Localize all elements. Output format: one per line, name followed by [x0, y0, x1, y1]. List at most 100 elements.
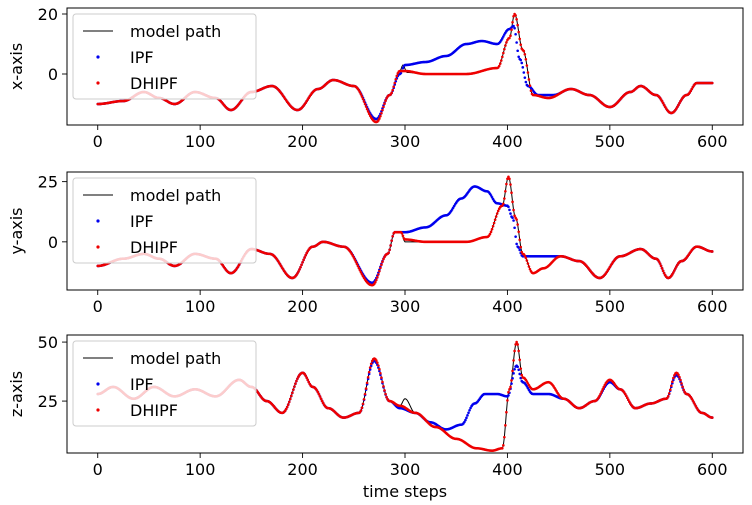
data-point [691, 399, 695, 402]
x-tick-label: 200 [287, 460, 318, 479]
data-point [505, 41, 508, 44]
data-point [509, 183, 512, 186]
data-point [680, 382, 683, 385]
data-point [658, 262, 662, 265]
x-tick-label: 100 [185, 132, 216, 151]
data-point [522, 49, 526, 53]
data-point [359, 409, 363, 412]
data-point [377, 364, 380, 367]
data-point [515, 340, 518, 344]
data-point [298, 268, 301, 271]
data-point [512, 372, 515, 375]
data-point [527, 78, 531, 81]
data-point [376, 276, 379, 279]
data-point [299, 265, 302, 269]
legend-label: IPF [130, 212, 154, 231]
x-tick-label: 0 [93, 297, 103, 316]
legend-handle [96, 55, 100, 59]
data-point [378, 269, 381, 273]
data-point [512, 24, 515, 28]
legend-label: model path [130, 22, 221, 41]
data-point [506, 177, 509, 181]
data-point [508, 36, 511, 40]
data-point [503, 435, 506, 439]
data-point [674, 267, 677, 270]
x-tick-label: 200 [287, 297, 318, 316]
data-point [380, 111, 383, 115]
legend-handle [96, 382, 100, 386]
data-point [464, 418, 467, 422]
data-point [513, 226, 516, 230]
data-point [385, 395, 388, 399]
data-point [514, 235, 517, 238]
data-point [375, 359, 378, 362]
data-point [361, 97, 365, 101]
data-point [626, 398, 630, 402]
data-point [529, 89, 533, 92]
data-point [672, 376, 675, 380]
data-point [501, 55, 504, 59]
data-point [381, 108, 384, 112]
data-point [362, 100, 366, 103]
data-point [601, 388, 604, 391]
data-point [517, 30, 520, 34]
data-point [367, 112, 371, 116]
data-point [354, 260, 358, 263]
x-tick-label: 300 [390, 460, 421, 479]
data-point [523, 254, 527, 258]
data-point [681, 385, 684, 388]
x-tick-label: 600 [697, 132, 728, 151]
data-point [491, 224, 495, 228]
x-tick-label: 300 [390, 297, 421, 316]
data-point [513, 214, 516, 218]
data-point [682, 388, 685, 391]
data-point [364, 387, 368, 390]
x-tick-label: 400 [492, 297, 523, 316]
data-point [374, 280, 377, 284]
subplot-z-axis: 0 100 200 300 400 500 600 25 50 z-axis time steps m… [7, 333, 744, 501]
y-axis-label: y-axis [7, 207, 26, 254]
data-point [286, 403, 290, 406]
data-point [525, 64, 529, 67]
data-point [518, 37, 522, 41]
data-point [508, 387, 511, 391]
data-point [375, 278, 378, 282]
data-point [657, 260, 661, 263]
data-point [492, 221, 496, 225]
data-point [525, 259, 529, 262]
data-point [465, 416, 468, 420]
data-point [302, 258, 305, 262]
data-point [662, 271, 666, 275]
legend-box [72, 340, 257, 427]
data-point [504, 424, 507, 427]
data-point [489, 230, 493, 234]
data-point [390, 91, 393, 95]
data-point [507, 205, 510, 209]
subplot-y-axis: 0 100 200 300 400 500 600 0 25 y-axis model path IP… [7, 171, 744, 316]
x-tick-label: 500 [595, 132, 626, 151]
data-point [514, 32, 517, 36]
data-point [367, 370, 371, 374]
data-point [524, 256, 528, 260]
data-point [296, 377, 299, 380]
data-point [671, 380, 674, 384]
data-point [497, 64, 501, 68]
data-point [660, 267, 664, 270]
legend-label: IPF [130, 48, 154, 67]
data-point [389, 244, 392, 247]
data-point [503, 197, 506, 200]
data-point [395, 74, 399, 78]
data-point [512, 14, 515, 18]
data-point [672, 271, 675, 274]
data-point [693, 403, 697, 406]
data-point [679, 378, 682, 382]
data-point [509, 385, 512, 389]
data-point [624, 394, 628, 398]
x-tick-label: 400 [492, 132, 523, 151]
x-tick-label: 600 [697, 297, 728, 316]
data-point [505, 410, 508, 414]
data-point [285, 405, 289, 409]
data-point [467, 411, 470, 415]
data-point [518, 248, 522, 252]
data-point [319, 397, 323, 400]
